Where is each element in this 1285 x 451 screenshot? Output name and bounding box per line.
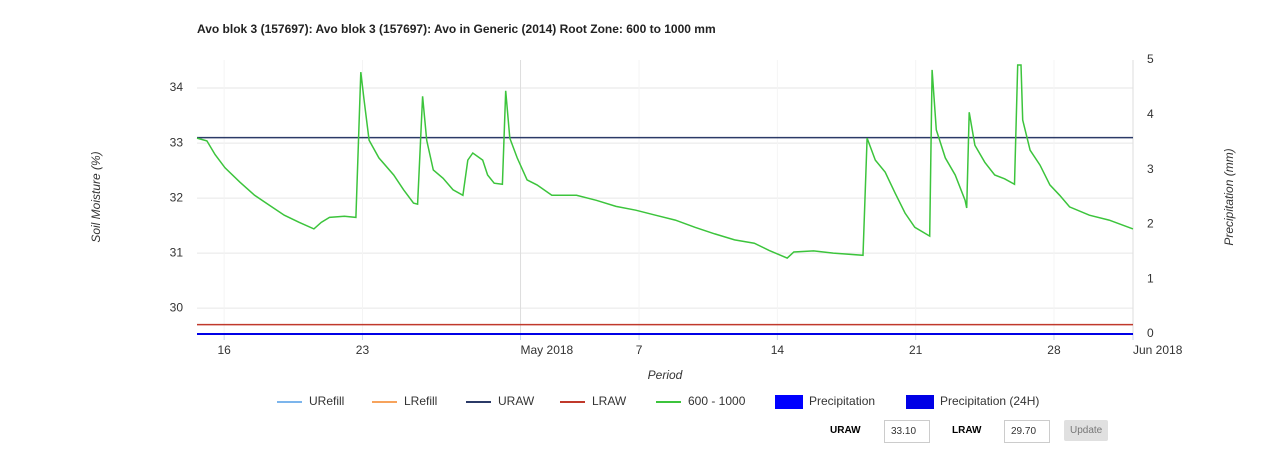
upper-label: URAW: [830, 425, 861, 436]
legend-label: 600 - 1000: [688, 394, 746, 408]
y-axis-label: Soil Moisture (%): [89, 151, 103, 242]
x-tick-label: 7: [636, 343, 643, 357]
legend-label: URAW: [498, 394, 535, 408]
x-tick-label: 21: [909, 343, 923, 357]
y2-tick-label: 4: [1147, 107, 1154, 121]
legend-label: Precipitation (24H): [940, 394, 1039, 408]
legend-label: LRAW: [592, 394, 627, 408]
lower-label: LRAW: [952, 425, 982, 436]
x-tick-label: 23: [356, 343, 370, 357]
legend-label: URefill: [309, 394, 344, 408]
y-tick-label: 30: [170, 300, 184, 314]
y-tick-label: 32: [170, 190, 184, 204]
x-tick-label: 16: [217, 343, 231, 357]
y2-tick-label: 0: [1147, 326, 1154, 340]
x-axis-label: Period: [648, 368, 683, 382]
x-tick-label: May 2018: [521, 343, 574, 357]
y2-axis-label: Precipitation (mm): [1222, 148, 1236, 245]
legend-label: Precipitation: [809, 394, 875, 408]
legend-label: LRefill: [404, 394, 437, 408]
series-line: [196, 64, 1134, 259]
chart-title: Avo blok 3 (157697): Avo blok 3 (157697)…: [197, 22, 716, 36]
x-tick-label: 14: [771, 343, 785, 357]
y2-tick-label: 5: [1147, 52, 1154, 66]
upper-input[interactable]: 33.10: [884, 420, 930, 443]
y-tick-label: 31: [170, 245, 184, 259]
y2-tick-label: 3: [1147, 162, 1154, 176]
lower-input[interactable]: 29.70: [1004, 420, 1050, 443]
y2-tick-label: 2: [1147, 217, 1154, 231]
y2-tick-label: 1: [1147, 271, 1154, 285]
y-tick-label: 33: [170, 135, 184, 149]
legend-swatch: [906, 395, 934, 409]
update-button[interactable]: Update: [1064, 420, 1109, 441]
x-tick-label: Jun 2018: [1133, 343, 1183, 357]
y-tick-label: 34: [170, 80, 184, 94]
legend-swatch: [775, 395, 803, 409]
x-tick-label: 28: [1047, 343, 1061, 357]
